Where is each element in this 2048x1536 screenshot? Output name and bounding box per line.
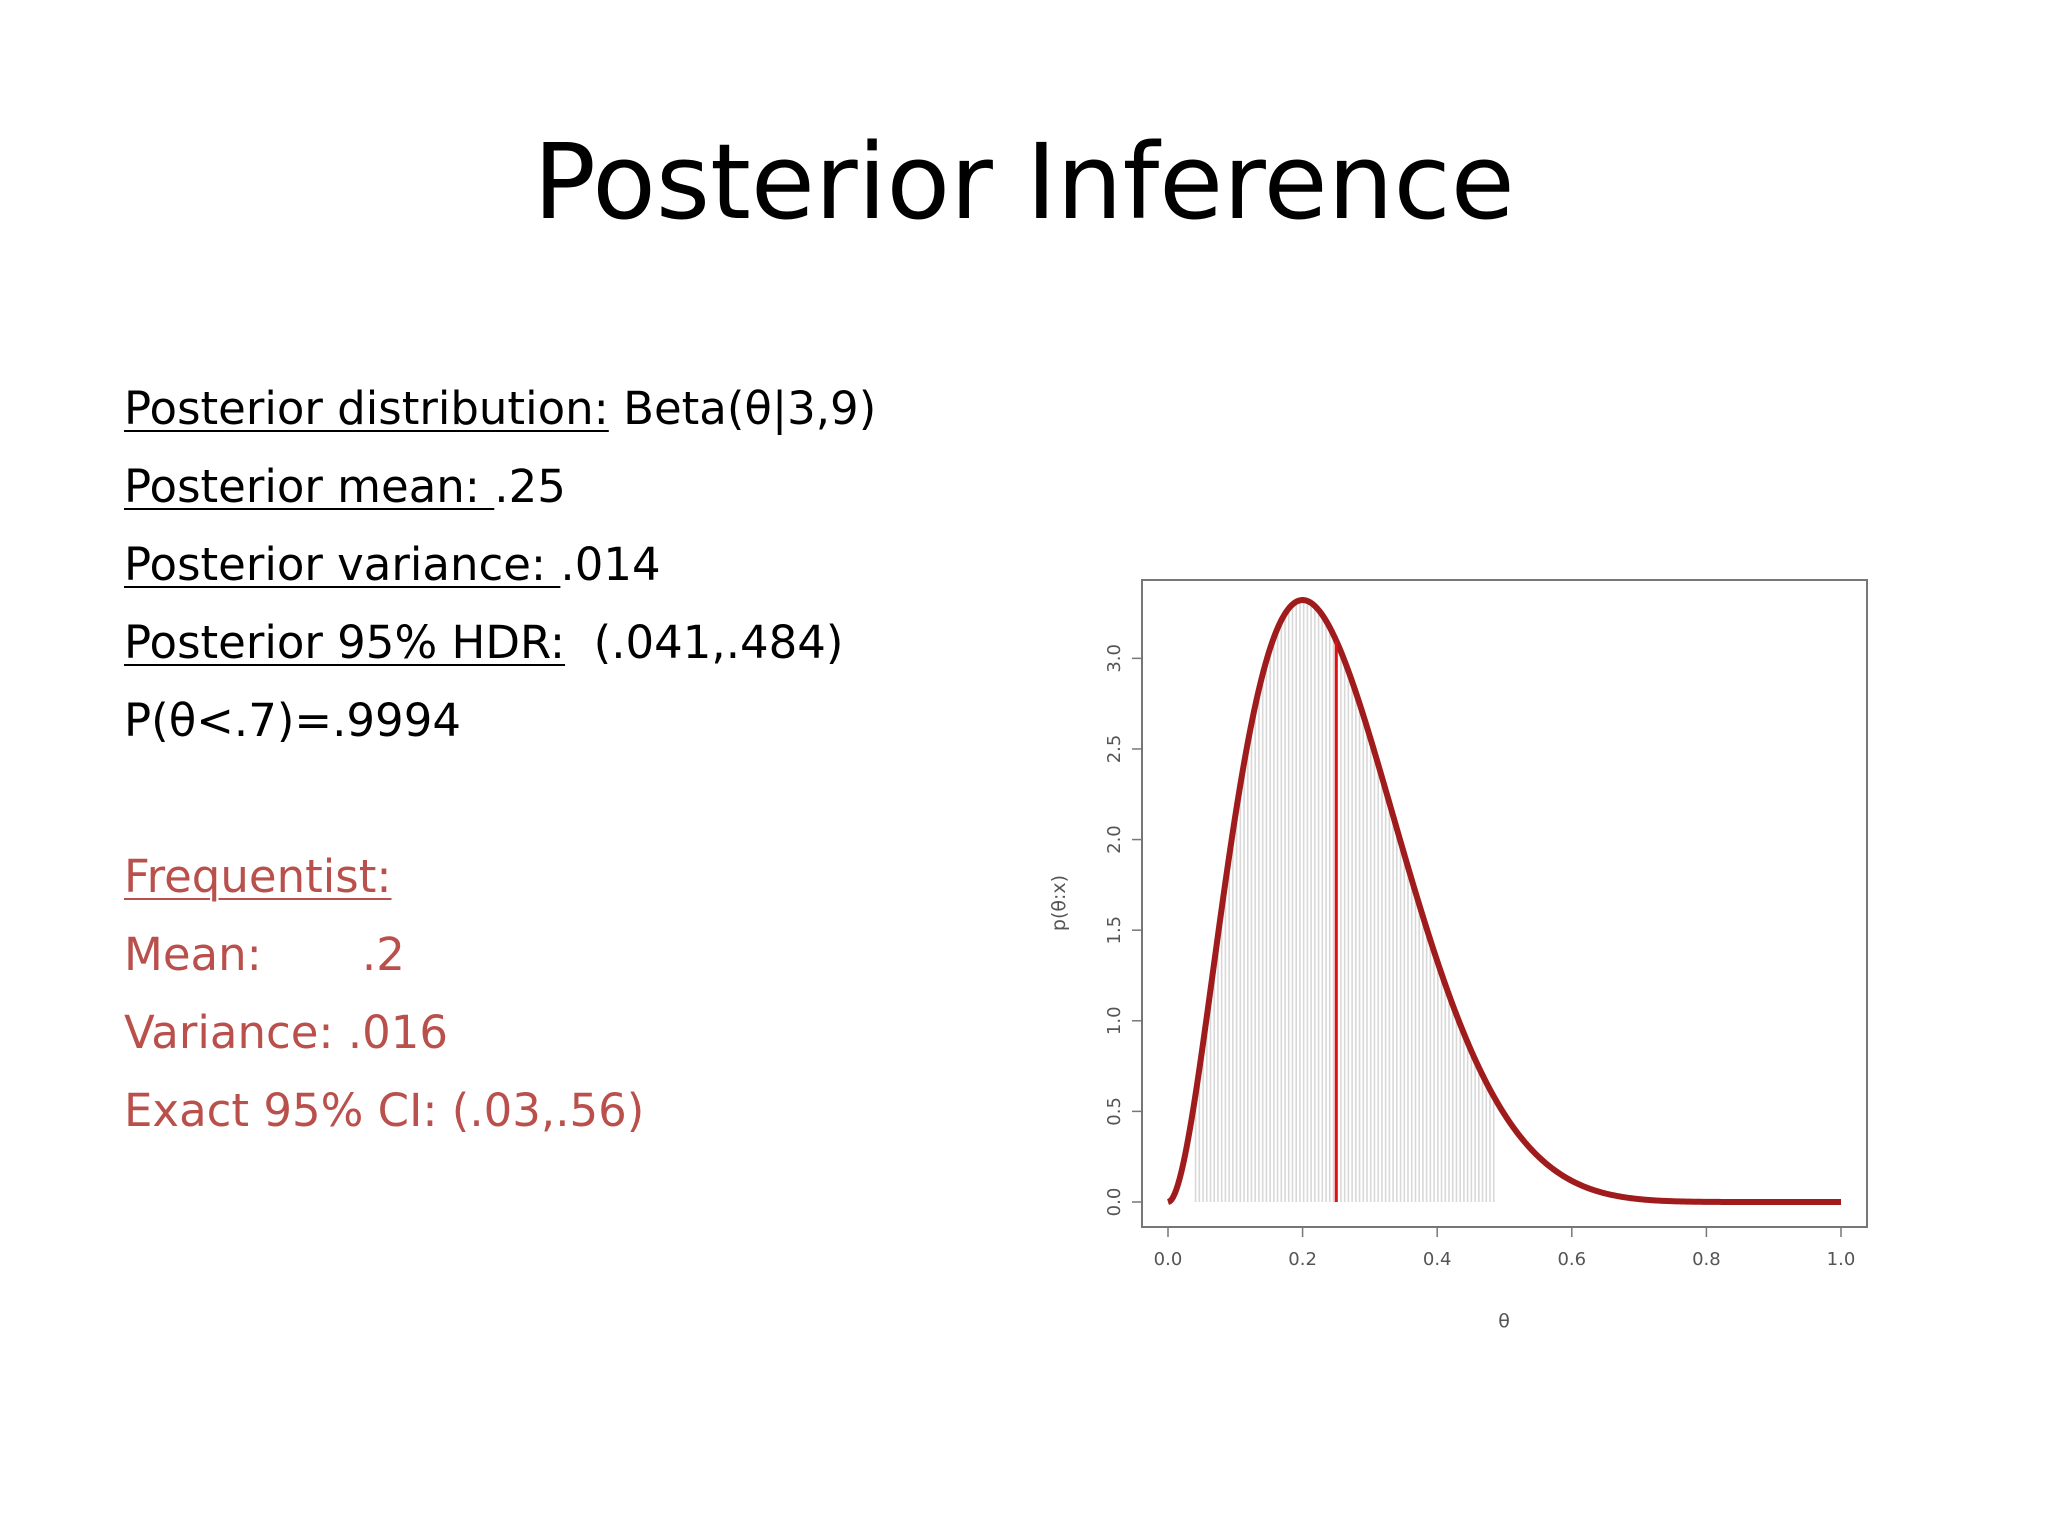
frequentist-heading-line: Frequentist:	[124, 838, 876, 916]
x-tick-label: 0.2	[1288, 1249, 1317, 1270]
posterior-variance-line: Posterior variance: .014	[124, 526, 876, 604]
posterior-variance-label: Posterior variance:	[124, 538, 561, 591]
posterior-mean-value: .25	[494, 460, 566, 513]
posterior-distribution-value: Beta(θ|3,9)	[608, 382, 877, 435]
posterior-hdr-label: Posterior 95% HDR:	[124, 616, 566, 669]
posterior-variance-value: .014	[560, 538, 661, 591]
x-tick-label: 0.4	[1423, 1249, 1452, 1270]
spacer	[124, 760, 876, 838]
y-axis-label: p(θ:x)	[1048, 875, 1070, 931]
posterior-probability-line: P(θ<.7)=.9994	[124, 682, 876, 760]
frequentist-heading: Frequentist:	[124, 850, 392, 903]
posterior-hdr-value: (.041,.484)	[565, 616, 844, 669]
posterior-density-chart: 0.0 0.2 0.4 0.6 0.8 1.00.00.51.01.52.02.53.0 …	[1048, 579, 1868, 1332]
plot-layer: 0.0 0.2 0.4 0.6 0.8 1.0 0.0 0.5 1.0 1.5 2.0 2.5 3.0	[1104, 579, 1868, 1270]
posterior-distribution-label: Posterior distribution:	[124, 382, 609, 435]
posterior-mean-label: Posterior mean:	[124, 460, 495, 513]
posterior-distribution-line: Posterior distribution: Beta(θ|3,9)	[124, 370, 876, 448]
y-tick-label: 2.0	[1104, 825, 1125, 854]
x-tick-label: 0.0	[1154, 1249, 1183, 1270]
x-tick-label: 1.0	[1827, 1249, 1856, 1270]
posterior-mean-line: Posterior mean: .25	[124, 448, 876, 526]
y-tick-label: 2.5	[1104, 735, 1125, 764]
slide-title: Posterior Inference	[533, 121, 1515, 243]
frequentist-mean: Mean: .2	[124, 928, 405, 981]
y-tick-label: 0.5	[1104, 1097, 1125, 1126]
x-tick-label: 0.8	[1692, 1249, 1721, 1270]
x-axis-label: θ	[1498, 1310, 1510, 1332]
y-tick-label: 0.0	[1104, 1188, 1125, 1217]
text-block: Posterior distribution: Beta(θ|3,9) Post…	[124, 370, 876, 1150]
frequentist-variance: Variance: .016	[124, 1006, 449, 1059]
y-tick-label: 3.0	[1104, 644, 1125, 673]
density-curve	[1166, 597, 1843, 1205]
y-tick-label: 1.5	[1104, 916, 1125, 945]
x-tick-label: 0.6	[1557, 1249, 1586, 1270]
y-tick-label: 1.0	[1104, 1006, 1125, 1035]
posterior-hdr-line: Posterior 95% HDR: (.041,.484)	[124, 604, 876, 682]
frequentist-ci: Exact 95% CI: (.03,.56)	[124, 1084, 645, 1137]
posterior-probability-value: P(θ<.7)=.9994	[124, 694, 461, 747]
